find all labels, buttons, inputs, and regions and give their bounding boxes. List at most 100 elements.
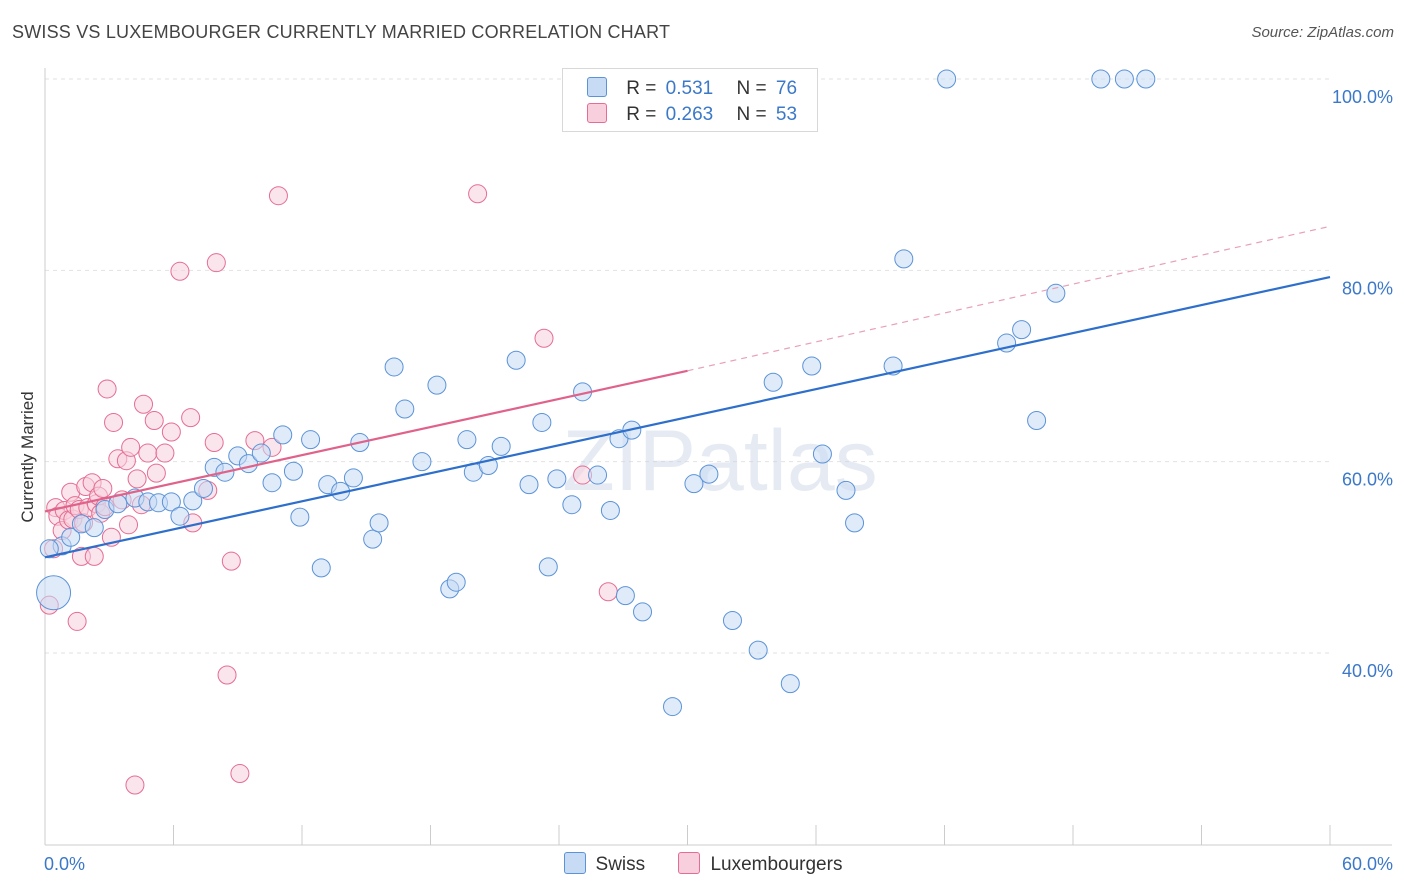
lux-point [204,433,224,453]
swiss-point [61,527,81,547]
swiss-point [615,586,635,606]
x-tick-label-start: 0.0% [44,854,85,874]
swiss-point [684,474,704,494]
lux-point [534,328,554,348]
swiss-n-value: 76 [775,78,798,99]
swiss-legend-label: Swiss [595,854,646,875]
swiss-point [588,465,608,485]
source-credit: Source: ZipAtlas.com [1251,24,1394,41]
swiss-point [763,372,783,392]
swiss-point [193,478,213,498]
swiss-point [301,430,321,450]
stats-legend: R = 0.531 N = 76 R = 0.263 N = 53 [562,68,818,132]
lux-point [144,411,164,431]
swiss-point [290,507,310,527]
swiss-point [395,399,415,419]
swiss-point [894,249,914,269]
legend-row-lux: R = 0.263 N = 53 [587,103,797,127]
lux-point [146,463,166,483]
y-tick-label: 80.0% [1342,278,1393,298]
x-tick-label-end: 60.0% [1342,854,1393,874]
swiss-point [283,461,303,481]
swiss-point [802,356,822,376]
swiss-point [1114,69,1134,89]
lux-point [161,422,181,442]
swiss-point [663,697,683,717]
swiss-point [311,558,331,578]
swiss-point [427,375,447,395]
swiss-point [633,602,653,622]
tick-labels: 40.0% 60.0% 80.0% 100.0% 0.0% 60.0% [44,87,1393,874]
swiss-point [812,444,832,464]
swiss-point [1136,69,1156,89]
swiss-point [1091,69,1111,89]
lux-point [127,469,147,489]
lux-point [468,184,488,204]
swiss-point [538,557,558,577]
swiss-point [1012,320,1032,340]
lux-point [206,253,226,273]
swiss-point [547,469,567,489]
lux-point [221,551,241,571]
chart-title: SWISS VS LUXEMBOURGER CURRENTLY MARRIED … [12,22,671,42]
swiss-legend-swatch [563,852,586,874]
legend-item-luxembourgers[interactable]: Luxembourgers [678,852,842,876]
swiss-point [170,506,190,526]
swiss-point [600,500,620,520]
lux-legend-label: Luxembourgers [710,854,843,875]
swiss-point [748,640,768,660]
lux-point [181,408,201,428]
swiss-point [1027,411,1047,431]
swiss-point [251,443,271,463]
lux-point [598,582,618,602]
watermark: ZIPatlas [562,413,877,509]
swiss-point [562,495,582,515]
axes [44,68,1392,846]
swiss-r-value: 0.531 [665,78,714,99]
y-tick-label: 40.0% [1342,661,1393,681]
swiss-point [722,610,742,630]
swiss-point [161,492,181,512]
swiss-point [39,539,59,559]
swiss-n-label: N = [736,78,767,99]
swiss-point [780,674,800,694]
lux-trend-line [44,369,688,513]
swiss-points [36,69,1156,717]
swiss-point [836,480,856,500]
lux-point [138,443,158,463]
swiss-point [384,357,404,377]
swiss-point [937,69,957,89]
swiss-point [363,529,383,549]
y-tick-label: 60.0% [1342,470,1393,490]
lux-point [170,261,190,281]
lux-n-value: 53 [775,104,798,125]
lux-point [121,437,141,457]
swiss-point [506,350,526,370]
swiss-point [343,468,363,488]
swiss-point [446,572,466,592]
swiss-point [699,464,719,484]
legend-item-swiss[interactable]: Swiss [563,852,646,876]
lux-point [134,394,154,414]
swiss-point [845,513,865,533]
lux-point [67,611,87,631]
lux-point [93,478,113,498]
swiss-point [519,475,539,495]
swiss-trend-line [44,275,1331,559]
lux-point [125,775,145,795]
swiss-point [262,473,282,493]
swiss-point [457,430,477,450]
swiss-point [369,513,389,533]
lux-point [268,186,288,206]
lux-legend-swatch [678,852,701,874]
lux-point [217,665,237,685]
swiss-swatch [587,77,607,97]
swiss-point [532,412,552,432]
swiss-point [491,436,511,456]
swiss-point [36,575,72,611]
lux-swatch [587,103,607,123]
swiss-r-label: R = [626,78,657,99]
lux-n-label: N = [736,104,767,125]
y-axis-label: Currently Married [18,391,37,522]
